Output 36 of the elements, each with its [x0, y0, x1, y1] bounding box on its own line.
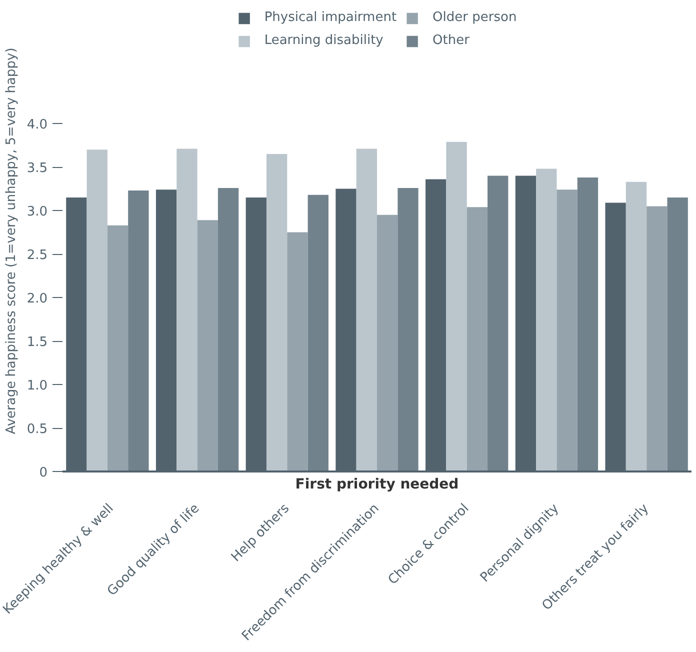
bar — [377, 214, 398, 472]
bar — [626, 182, 647, 472]
bar — [398, 188, 418, 472]
bar — [488, 176, 508, 472]
bar — [308, 194, 328, 472]
y-tick-label: 3.5 — [26, 161, 48, 176]
bar — [197, 220, 218, 472]
legend-label: Older person — [432, 10, 517, 25]
y-tick-label: 3.0 — [26, 204, 48, 220]
bar — [466, 207, 488, 472]
y-tick-label: 1.5 — [26, 335, 48, 350]
bar — [556, 190, 578, 472]
bar — [287, 232, 308, 472]
bar — [356, 148, 377, 472]
bar — [128, 190, 149, 472]
bar — [176, 148, 198, 472]
bar — [577, 178, 598, 472]
bar — [646, 206, 668, 472]
x-axis-title: First priority needed — [295, 476, 459, 492]
bar — [86, 150, 108, 472]
y-tick-label: 1.0 — [26, 378, 48, 394]
legend-label: Physical impairment — [264, 10, 397, 25]
y-tick-label: 4.0 — [26, 118, 48, 133]
y-tick-label: 2.0 — [26, 292, 48, 307]
bar — [266, 154, 288, 472]
legend-label: Learning disability — [264, 33, 384, 48]
bar — [107, 225, 128, 472]
y-axis-title: Average happiness score (1=very unhappy, 5=very happy) — [4, 48, 19, 434]
legend-label: Other — [432, 33, 470, 48]
bar — [218, 188, 239, 472]
y-tick-label: 0 — [39, 466, 48, 480]
bar — [446, 142, 467, 472]
bar — [667, 198, 688, 472]
y-tick-label: 2.5 — [26, 248, 48, 264]
y-tick-label: 0.5 — [26, 422, 48, 438]
bar — [536, 168, 557, 472]
